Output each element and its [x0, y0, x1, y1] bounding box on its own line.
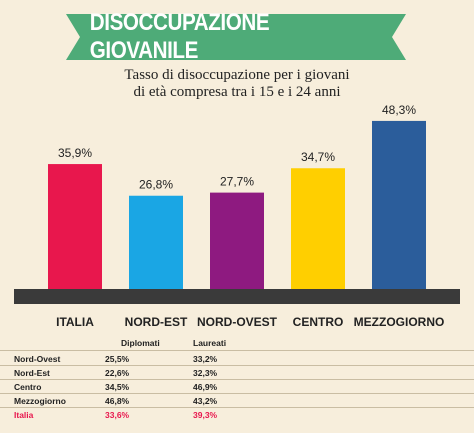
category-label: NORD-OVEST [197, 315, 278, 329]
value-label: 48,3% [382, 103, 416, 117]
bar-chart: 35,9% ITALIA 26,8% NORD-EST 27,7% NORD-OVEST 3… [14, 103, 460, 329]
value-label: 26,8% [139, 178, 173, 192]
table-row: Italia 33,6% 39,3% [0, 410, 474, 422]
table-row: Centro 34,5% 46,9% [0, 382, 474, 394]
table-divider [0, 393, 474, 394]
row-diplomati: 25,5% [105, 354, 130, 364]
row-laureati: 39,3% [193, 410, 218, 420]
chart-subtitle: Tasso di disoccupazione per i giovani di… [100, 67, 374, 101]
title-banner: DISOCCUPAZIONE GIOVANILE [66, 9, 406, 64]
row-diplomati: 22,6% [105, 368, 130, 378]
value-label: 34,7% [301, 150, 335, 164]
page-title: DISOCCUPAZIONE GIOVANILE [89, 9, 270, 64]
bar-italia [48, 164, 102, 289]
bar-nord-ovest [210, 192, 264, 289]
row-diplomati: 34,5% [105, 382, 130, 392]
category-label: NORD-EST [125, 315, 188, 329]
category-label: CENTRO [293, 315, 344, 329]
chart-baseline [14, 289, 460, 304]
table-divider [0, 407, 474, 408]
bar-mezzogiorno [372, 120, 426, 289]
row-laureati: 32,3% [193, 368, 218, 378]
value-label: 27,7% [220, 175, 254, 189]
table-row: Mezzogiorno 46,8% 43,2% [0, 396, 474, 408]
subtitle-line-1: Tasso di disoccupazione per i giovani [124, 67, 350, 83]
category-label: MEZZOGIORNO [354, 315, 445, 329]
bar-nord-est [129, 195, 183, 289]
table-divider [0, 350, 474, 351]
row-label: Nord-Ovest [14, 354, 61, 364]
row-laureati: 33,2% [193, 354, 218, 364]
category-label: ITALIA [56, 315, 94, 329]
table-row: Nord-Est 22,6% 32,3% [0, 368, 474, 380]
subtitle-line-2: di età compresa tra i 15 e i 24 anni [133, 84, 341, 100]
education-table: Diplomati Laureati Nord-Ovest 25,5% 33,2… [0, 338, 474, 433]
row-diplomati: 46,8% [105, 396, 130, 406]
row-label: Italia [14, 410, 34, 420]
table-divider [0, 379, 474, 380]
value-label: 35,9% [58, 146, 92, 160]
table-header-diplomati: Diplomati [121, 338, 160, 348]
row-diplomati: 33,6% [105, 410, 130, 420]
row-label: Nord-Est [14, 368, 50, 378]
table-divider [0, 365, 474, 366]
row-laureati: 46,9% [193, 382, 218, 392]
row-label: Mezzogiorno [14, 396, 66, 406]
row-laureati: 43,2% [193, 396, 218, 406]
row-label: Centro [14, 382, 42, 392]
bar-centro [291, 168, 345, 289]
banner-shape [66, 14, 406, 60]
table-row: Nord-Ovest 25,5% 33,2% [0, 354, 474, 366]
table-header-laureati: Laureati [193, 338, 227, 348]
